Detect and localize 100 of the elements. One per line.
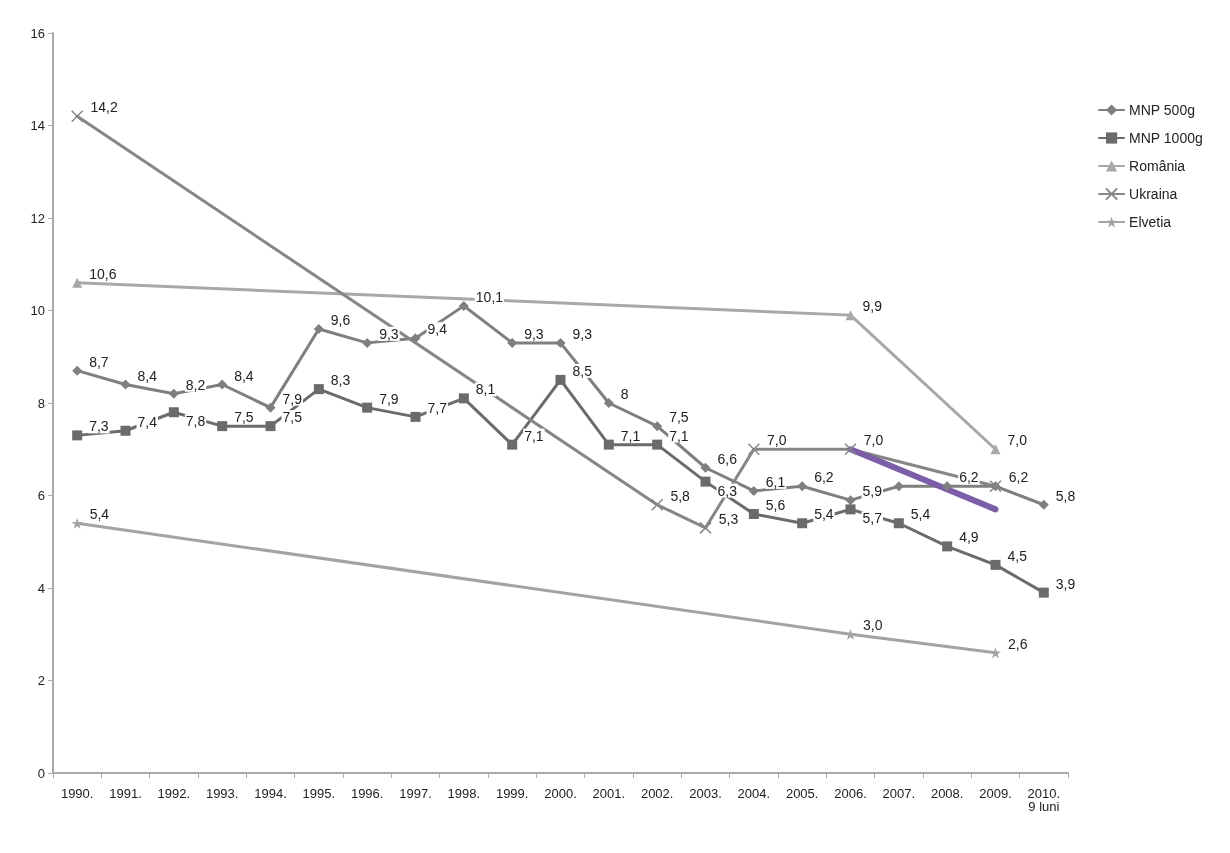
data-label: 7,8 [185,413,206,430]
point [990,444,1001,455]
data-label: 9,9 [862,298,883,315]
point [458,300,469,311]
x-tick-label: 1999. [495,786,529,801]
point [652,439,663,450]
point [70,110,84,123]
point [603,439,614,450]
legend-label: MNP 1000g [1129,130,1203,146]
data-label: 9,4 [427,321,448,338]
x-tick-label: 2000. [544,786,577,801]
x-tick-label: 1993. [205,786,239,801]
point [362,337,373,348]
data-label: 10,6 [89,265,117,282]
legend-label: Ukraina [1129,186,1178,202]
x-tick-label: 1996. [350,786,384,801]
data-label: 7,4 [137,413,158,430]
data-label: 5,8 [1055,487,1076,504]
point [797,518,808,529]
point [410,333,421,344]
data-label: 7,5 [282,409,303,426]
point [410,411,421,422]
data-label: 7,5 [234,409,254,426]
data-label: 9,3 [572,325,593,342]
y-tick-label: 6 [37,488,45,503]
x-tick-label: 2008. [930,786,964,801]
point [71,517,83,529]
data-label: 10,1 [475,288,504,305]
y-tick-label: 14 [30,118,45,133]
data-label: 5,9 [862,483,883,500]
data-label: 5,6 [765,497,786,513]
data-label: 8,7 [89,353,109,370]
point [747,443,761,456]
x-tick-label: 1997. [399,786,432,801]
data-label: 5,4 [910,506,931,523]
x-tick-label: 1991. [109,786,142,801]
legend-label: MNP 500g [1129,102,1195,118]
data-label: 5,4 [814,506,834,523]
x-tick-label: 2010. 9 luni [1027,786,1061,814]
data-label: 7,9 [282,390,303,407]
data-label: 8,4 [137,367,158,384]
data-label: 7,1 [620,427,641,444]
point [1038,499,1049,510]
point [748,509,759,519]
point [797,481,808,492]
data-label: 14,2 [90,99,118,116]
data-label: 6,2 [814,469,834,486]
point [120,379,131,390]
data-label: 3,0 [863,617,883,634]
data-label: 7,7 [427,399,448,416]
point [217,421,228,432]
data-label: 8,5 [572,362,593,379]
data-label: 9,3 [379,325,399,342]
y-tick-label: 10 [30,303,45,318]
y-tick-label: 4 [37,580,45,596]
data-label: 7,0 [863,432,884,449]
x-tick-label: 2003. [689,786,722,801]
point [700,476,711,487]
point [845,495,856,506]
point [507,439,518,450]
point [603,398,614,408]
point [313,324,324,334]
point [650,498,664,511]
data-label: 9,3 [524,325,544,342]
x-tick-label: 2009. [979,786,1012,801]
data-label: 7,0 [1007,432,1028,449]
point [844,443,857,456]
point [942,541,953,552]
x-tick-label: 2005. [785,786,819,801]
point [313,384,324,395]
point [265,421,276,432]
x-tick-label: 1992. [157,786,191,801]
point [893,518,904,529]
point [168,388,179,399]
data-label: 7,9 [379,390,399,407]
point [652,421,663,432]
data-label: 6,2 [1008,469,1029,486]
y-tick-label: 8 [37,395,45,411]
data-label: 3,9 [1055,575,1076,592]
point [700,462,711,473]
legend-label: România [1129,158,1186,174]
data-label: 5,3 [718,510,739,527]
data-label: 6,6 [717,450,738,467]
point [458,393,469,404]
point [72,277,83,288]
x-tick-label: 1994. [254,786,287,801]
point [845,504,856,515]
data-label: 9,6 [330,312,351,328]
x-tick-label: 1998. [447,786,481,801]
data-label: 5,4 [89,506,110,523]
point [893,481,904,492]
data-label: 6,3 [717,482,738,499]
data-label: 7,1 [524,427,544,444]
data-label: 8,4 [234,367,254,384]
point [72,365,83,376]
data-label: 7,5 [669,409,689,426]
x-tick-label: 1990. [60,786,94,801]
data-label: 7,3 [89,418,109,435]
point [72,430,83,441]
point [555,337,566,348]
